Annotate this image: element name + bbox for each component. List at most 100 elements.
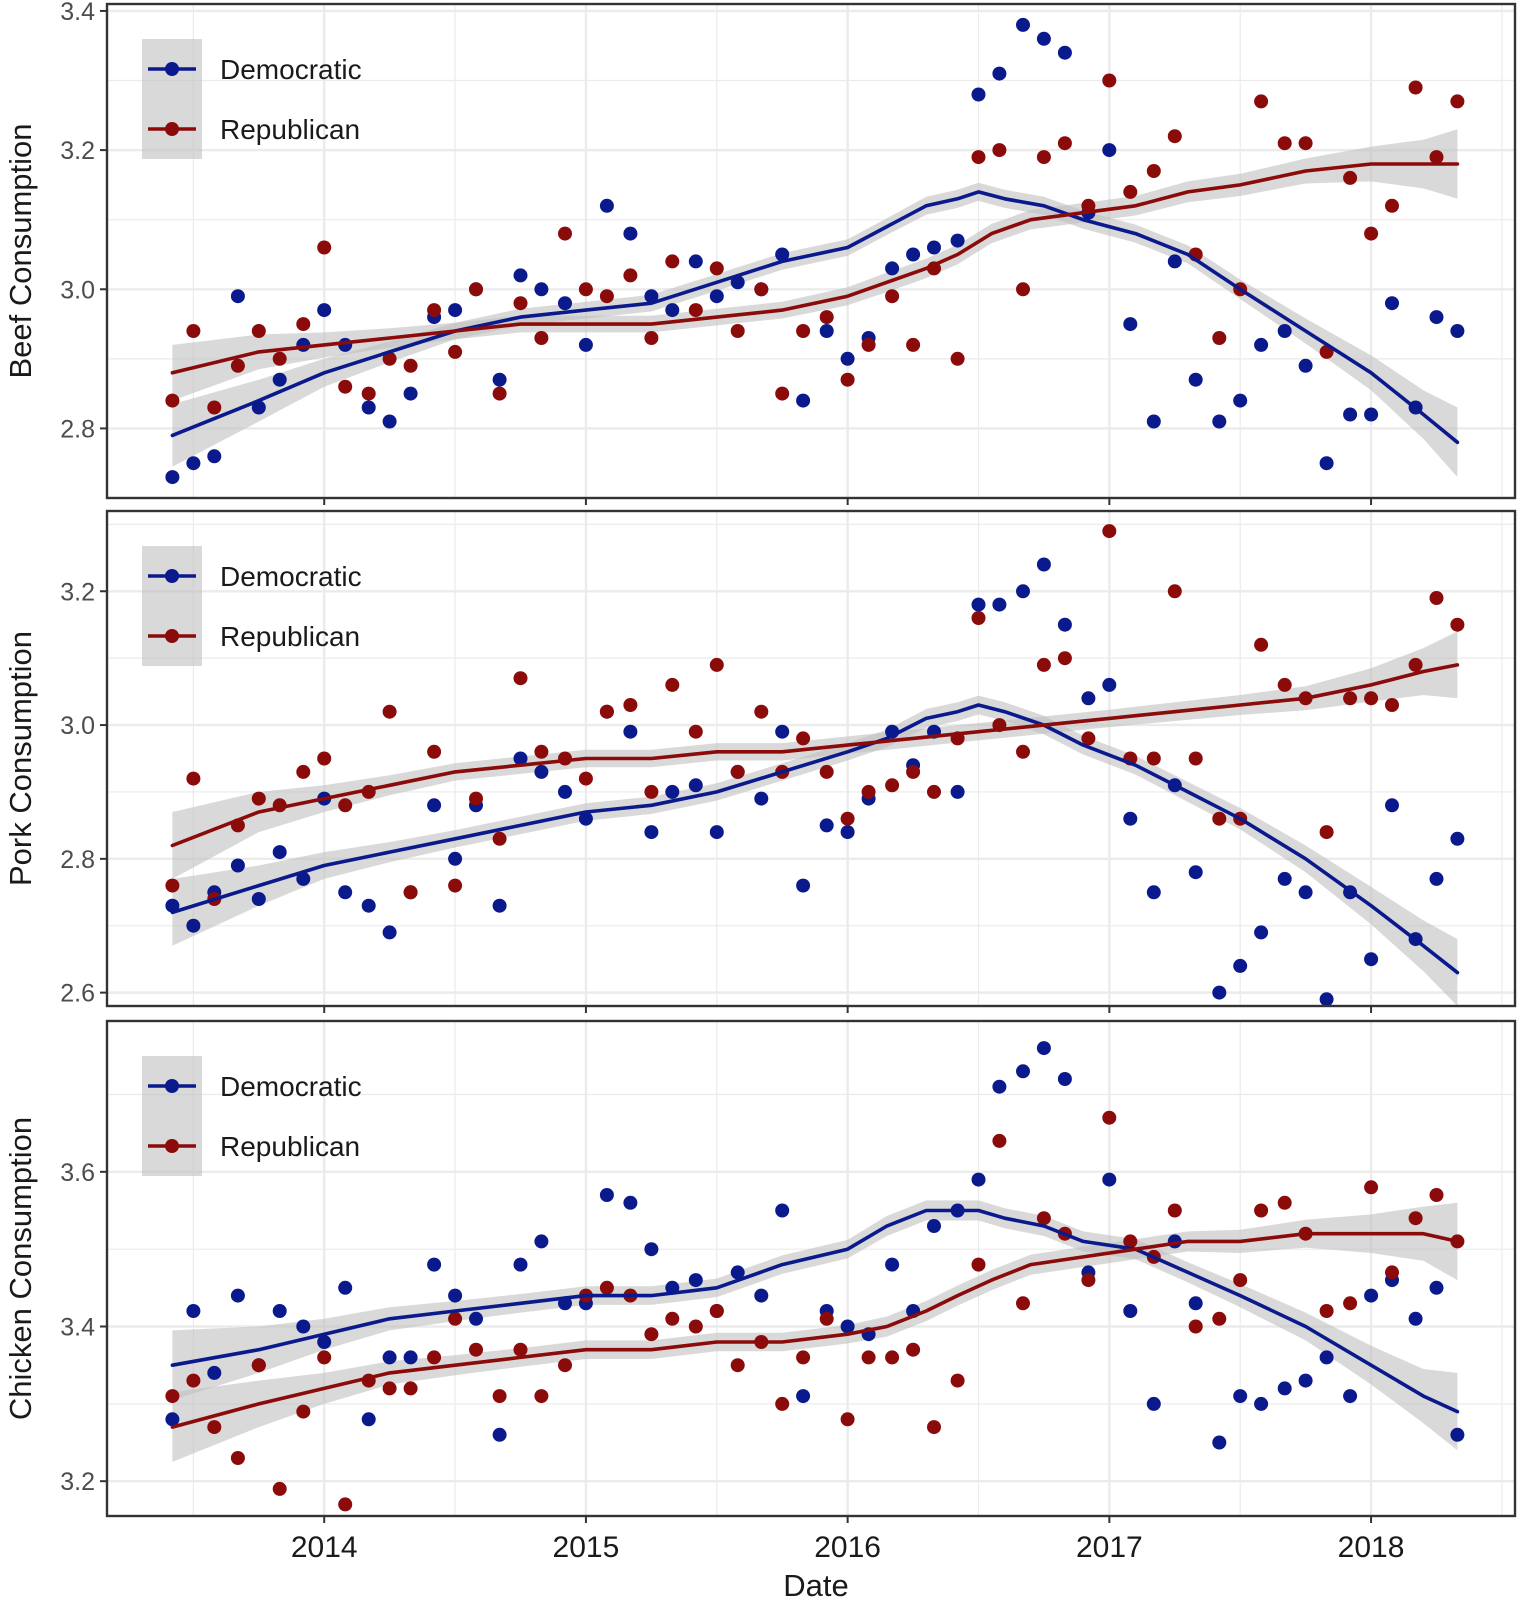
- data-point-republican: [1102, 524, 1117, 539]
- data-point-republican: [251, 1358, 266, 1373]
- data-point-democratic: [775, 1203, 790, 1218]
- data-point-democratic: [1233, 393, 1248, 408]
- data-point-republican: [906, 337, 921, 352]
- data-point-democratic: [1212, 414, 1227, 429]
- y-tick-label: 3.2: [60, 137, 95, 165]
- data-point-democratic: [361, 898, 376, 913]
- data-point-democratic: [448, 851, 463, 866]
- data-point-democratic: [1188, 372, 1203, 387]
- data-point-republican: [840, 1412, 855, 1427]
- legend-key-point: [165, 569, 179, 583]
- data-point-democratic: [599, 198, 614, 213]
- data-point-democratic: [382, 925, 397, 940]
- data-point-republican: [819, 764, 834, 779]
- data-point-democratic: [296, 871, 311, 886]
- legend-label-republican: Republican: [220, 621, 360, 652]
- data-point-democratic: [1408, 1311, 1423, 1326]
- legend-key-point: [165, 1079, 179, 1093]
- data-point-republican: [599, 289, 614, 304]
- legend: Democratic Republican: [142, 1056, 362, 1176]
- x-tick-label: 2017: [1076, 1531, 1143, 1564]
- data-point-democratic: [709, 289, 724, 304]
- data-point-republican: [207, 1420, 222, 1435]
- data-point-republican: [1146, 751, 1161, 766]
- data-point-democratic: [796, 393, 811, 408]
- data-point-democratic: [992, 66, 1007, 81]
- data-point-republican: [338, 798, 353, 813]
- data-point-republican: [885, 778, 900, 793]
- data-point-democratic: [885, 261, 900, 276]
- data-point-republican: [906, 764, 921, 779]
- data-point-democratic: [534, 282, 549, 297]
- legend-key-point: [165, 122, 179, 136]
- data-point-democratic: [1277, 871, 1292, 886]
- data-point-republican: [840, 811, 855, 826]
- data-point-republican: [599, 1280, 614, 1295]
- data-point-republican: [796, 731, 811, 746]
- data-point-republican: [644, 1327, 659, 1342]
- data-point-democratic: [338, 885, 353, 900]
- data-point-democratic: [1319, 992, 1334, 1007]
- data-point-democratic: [992, 1079, 1007, 1094]
- data-point-democratic: [1036, 557, 1051, 572]
- data-point-democratic: [165, 1412, 180, 1427]
- data-point-republican: [272, 1481, 287, 1496]
- data-point-democratic: [1036, 31, 1051, 46]
- data-point-republican: [730, 1358, 745, 1373]
- data-point-democratic: [230, 1288, 245, 1303]
- data-point-republican: [272, 351, 287, 366]
- data-point-republican: [1081, 731, 1096, 746]
- data-point-republican: [317, 1350, 332, 1365]
- data-point-republican: [296, 317, 311, 332]
- data-point-democratic: [492, 1427, 507, 1442]
- data-point-democratic: [1254, 1396, 1269, 1411]
- data-point-republican: [1254, 94, 1269, 109]
- data-point-republican: [885, 1350, 900, 1365]
- data-point-democratic: [1146, 414, 1161, 429]
- data-point-democratic: [492, 372, 507, 387]
- data-point-republican: [317, 240, 332, 255]
- data-point-democratic: [338, 1280, 353, 1295]
- y-tick-label: 3.2: [60, 1468, 95, 1496]
- data-point-republican: [1408, 80, 1423, 95]
- data-point-democratic: [534, 764, 549, 779]
- data-point-republican: [492, 1389, 507, 1404]
- data-point-republican: [403, 885, 418, 900]
- data-point-republican: [1016, 1296, 1030, 1311]
- data-point-republican: [1233, 1273, 1248, 1288]
- data-point-democratic: [1429, 310, 1444, 325]
- data-point-democratic: [1036, 1041, 1051, 1056]
- data-point-democratic: [382, 414, 397, 429]
- y-tick-label: 2.8: [60, 846, 95, 874]
- data-point-republican: [1081, 198, 1096, 213]
- data-point-democratic: [754, 1288, 769, 1303]
- data-point-republican: [688, 724, 703, 739]
- x-axis-title: Date: [783, 1568, 848, 1600]
- data-point-democratic: [1298, 358, 1313, 373]
- data-point-republican: [730, 764, 745, 779]
- data-point-republican: [165, 393, 180, 408]
- data-point-democratic: [361, 400, 376, 415]
- data-point-republican: [251, 324, 266, 338]
- x-tick-label: 2016: [814, 1531, 881, 1564]
- data-point-republican: [448, 878, 463, 893]
- data-point-democratic: [186, 456, 201, 471]
- data-point-republican: [688, 303, 703, 318]
- data-point-republican: [971, 611, 986, 625]
- data-point-democratic: [186, 1304, 201, 1318]
- data-point-republican: [427, 303, 442, 318]
- legend-label-republican: Republican: [220, 114, 360, 145]
- data-point-republican: [296, 764, 311, 779]
- confidence-band-republican: [172, 1202, 1458, 1462]
- data-point-republican: [1277, 136, 1292, 151]
- data-point-democratic: [317, 1335, 332, 1349]
- data-point-democratic: [230, 858, 245, 873]
- data-point-democratic: [361, 1412, 376, 1427]
- data-point-democratic: [1385, 798, 1399, 813]
- data-point-republican: [230, 1451, 245, 1465]
- data-point-republican: [1450, 94, 1465, 109]
- data-point-republican: [1254, 637, 1269, 652]
- data-point-republican: [469, 282, 483, 297]
- data-point-democratic: [1277, 324, 1292, 338]
